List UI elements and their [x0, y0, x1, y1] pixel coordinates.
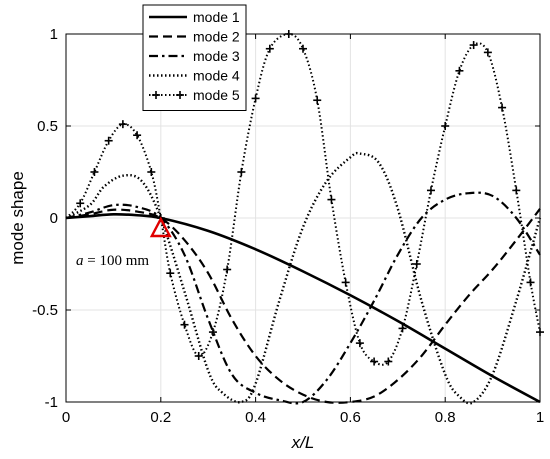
x-tick-label: 0.6	[340, 409, 361, 426]
y-tick-label: -1	[45, 394, 58, 411]
series-point	[237, 168, 246, 176]
series-point	[469, 41, 478, 50]
series-point	[398, 324, 407, 333]
series-point	[90, 168, 99, 176]
series-point	[265, 44, 274, 53]
y-tick-label: 1	[50, 26, 58, 43]
series-3	[65, 191, 541, 405]
annotation-layer: a = 100 mm	[76, 216, 172, 269]
series-point	[327, 195, 336, 204]
series-point	[147, 168, 156, 176]
series-point	[104, 136, 113, 145]
series-point	[426, 186, 435, 195]
annotation-marker	[149, 216, 172, 238]
y-axis-label: mode shape	[8, 171, 27, 265]
annotation-label: a = 100 mm	[76, 253, 149, 269]
series-line	[65, 208, 541, 404]
legend-item: mode 3	[149, 48, 240, 64]
series-point	[251, 94, 260, 103]
series-point	[313, 96, 322, 105]
series-point	[118, 120, 127, 129]
series-point	[526, 278, 535, 287]
series-point	[341, 278, 350, 287]
series-point	[483, 48, 492, 57]
legend-label: mode 4	[193, 68, 240, 84]
legend: mode 1 mode 2 mode 3 mode 4 mode 5	[142, 4, 247, 111]
series-point	[370, 357, 379, 366]
legend-marker	[152, 91, 160, 99]
legend-item: mode 2	[149, 29, 240, 45]
series-line	[65, 212, 541, 404]
legend-label: mode 1	[193, 9, 240, 25]
y-tick-label: 0	[50, 210, 58, 227]
series-point	[194, 352, 203, 360]
legend-label: mode 2	[193, 29, 240, 45]
x-tick-label: 0	[62, 409, 70, 426]
series-point	[223, 265, 232, 274]
legend-box	[142, 4, 247, 111]
y-tick-label: 0.5	[37, 118, 58, 135]
series-point	[76, 199, 85, 208]
x-tick-label: 0.4	[245, 409, 266, 426]
legend-label: mode 5	[193, 87, 240, 103]
legend-item: mode 5	[149, 87, 240, 103]
series-2	[65, 208, 541, 404]
series-5	[65, 30, 544, 366]
series-point	[166, 269, 175, 278]
grid-lines	[65, 33, 541, 403]
series-point	[180, 320, 189, 329]
axis-ticks: 0 0.2 0.4 0.6 0.8 1 1 0.5 0 -0.5 -1	[32, 26, 544, 426]
series-line	[65, 32, 541, 366]
series-point	[299, 44, 307, 53]
legend-item: mode 4	[149, 68, 240, 84]
series-point	[441, 122, 450, 130]
legend-item: mode 1	[149, 9, 240, 25]
x-tick-label: 1	[536, 409, 544, 426]
series-point	[512, 186, 521, 195]
x-axis-label: x/L	[291, 433, 315, 452]
y-tick-label: -0.5	[32, 302, 58, 319]
series-point	[412, 260, 421, 268]
series-layer	[65, 30, 544, 405]
series-point	[455, 66, 464, 75]
legend-marker	[176, 91, 184, 99]
series-4	[65, 151, 542, 405]
series-point	[384, 357, 393, 366]
series-point	[133, 131, 142, 140]
x-tick-label: 0.8	[435, 409, 456, 426]
series-line	[65, 151, 542, 405]
x-tick-label: 0.2	[150, 409, 171, 426]
series-1	[65, 212, 541, 404]
series-point	[498, 103, 507, 112]
series-point	[355, 339, 364, 348]
legend-label: mode 3	[193, 48, 240, 64]
series-point	[208, 328, 217, 337]
series-line	[65, 191, 541, 405]
